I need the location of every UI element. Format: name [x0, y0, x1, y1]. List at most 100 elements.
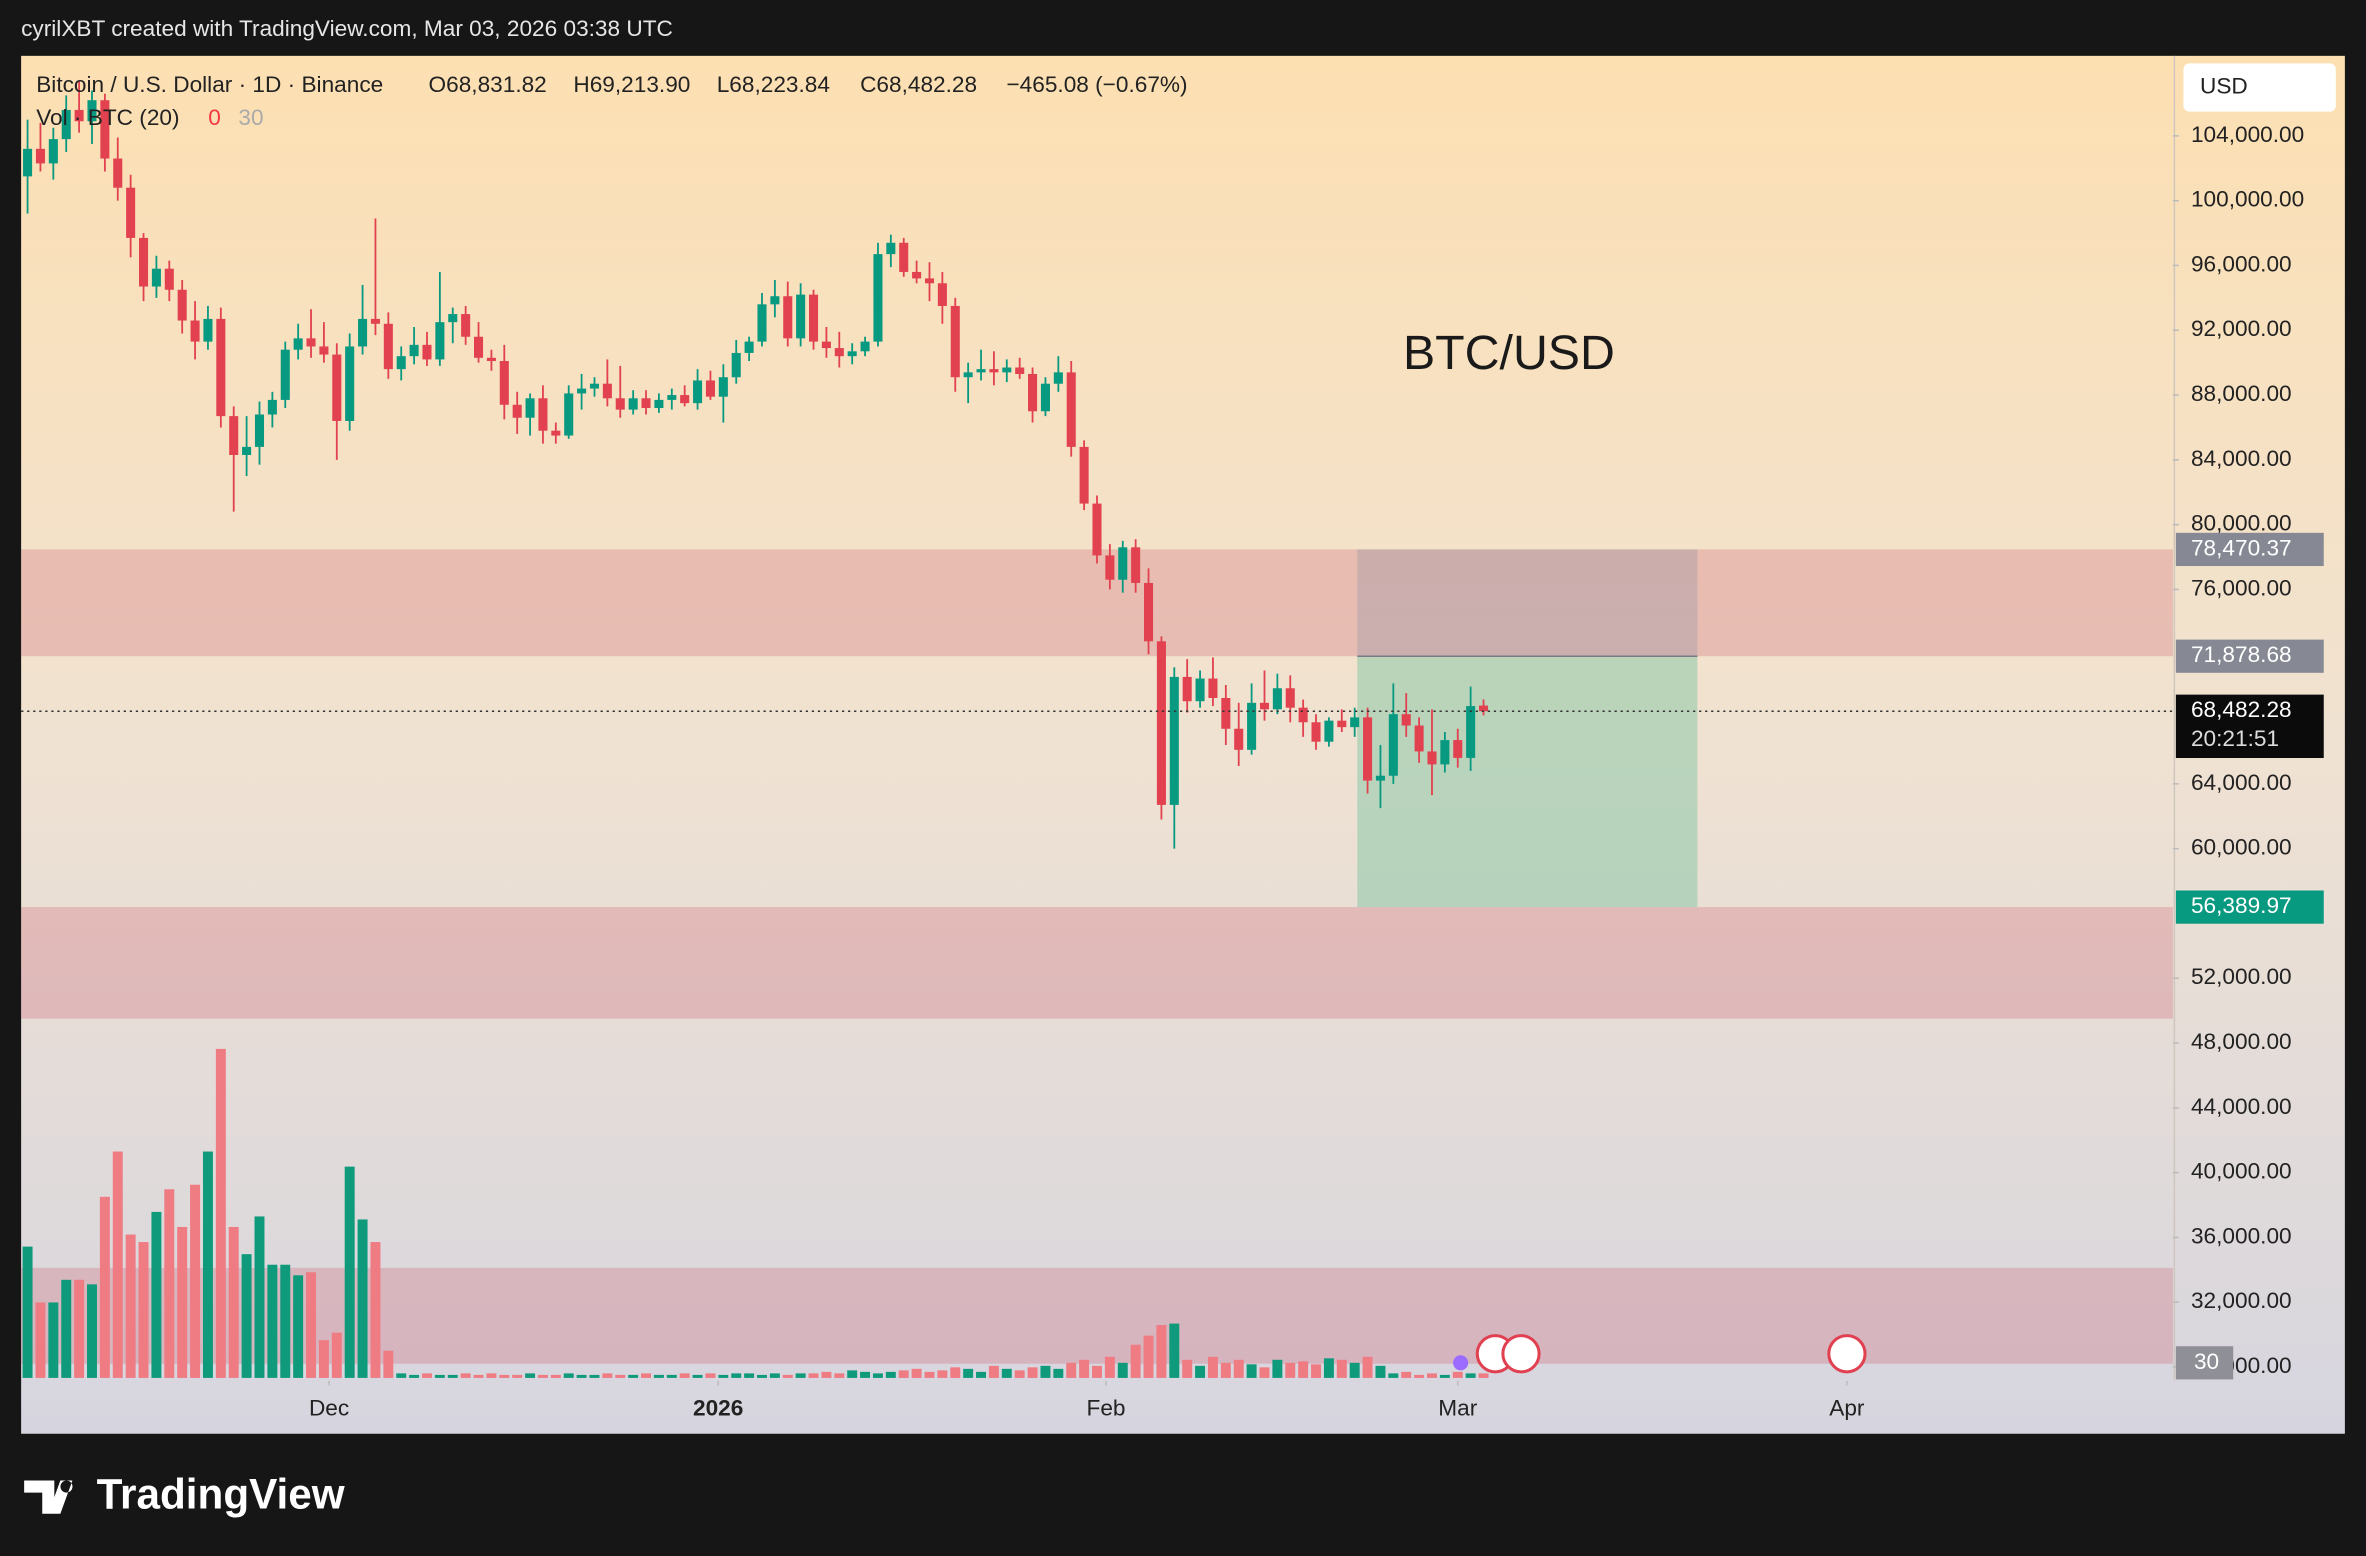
candle-body — [809, 294, 819, 342]
volume-bar — [383, 1350, 394, 1378]
candle-body — [757, 304, 767, 342]
ohlc-legend: O68,831.82 H69,213.90 L68,223.84 C68,482.28… — [429, 72, 1188, 97]
chart-background — [21, 55, 2345, 1434]
candle-body — [1311, 722, 1321, 742]
event-star — [1453, 1355, 1469, 1371]
candle-body — [216, 318, 226, 417]
event-markers — [1453, 1334, 1867, 1374]
candle-body — [409, 344, 419, 357]
volume-bar — [460, 1373, 471, 1378]
y-tick-label: 44,000.00 — [2191, 1094, 2292, 1119]
volume-bar — [1130, 1344, 1141, 1378]
candle-body — [1131, 547, 1141, 583]
volume-bar — [757, 1374, 767, 1378]
y-tick-label: 60,000.00 — [2191, 835, 2292, 860]
candle-body — [1092, 503, 1102, 556]
volume-bar — [834, 1373, 845, 1378]
volume-bar — [422, 1373, 432, 1378]
volume-bar — [1053, 1368, 1064, 1378]
y-tick-label: 52,000.00 — [2191, 964, 2292, 989]
candle-body — [190, 320, 200, 342]
candle-body — [731, 352, 741, 378]
volume-bar — [241, 1254, 252, 1378]
candle-body — [1002, 367, 1012, 373]
logo-text: TradingView — [97, 1470, 345, 1517]
candle-body — [242, 446, 252, 455]
candle-body — [744, 341, 754, 353]
volume-bar — [911, 1368, 922, 1378]
candle-body — [486, 357, 496, 362]
candle-body — [564, 393, 574, 436]
candle-body — [203, 318, 213, 342]
volume-bar — [731, 1373, 742, 1378]
price-badge — [2175, 532, 2324, 567]
volume-bar — [293, 1275, 304, 1378]
volume-bar — [924, 1371, 935, 1378]
price-badge-label: 56,389.97 — [2191, 893, 2292, 918]
candle-body — [345, 346, 355, 421]
candle-body — [1388, 714, 1398, 776]
candle-body — [396, 356, 406, 370]
candle-body — [1221, 697, 1231, 729]
volume-bar — [1156, 1325, 1167, 1378]
candle-body — [989, 369, 999, 373]
candle-body — [461, 314, 471, 337]
volume-bar — [1336, 1359, 1347, 1378]
volume-bar — [976, 1371, 987, 1378]
volume-bar — [692, 1374, 703, 1378]
candle-body — [1479, 705, 1489, 712]
volume-bar — [1092, 1365, 1102, 1378]
candle-body — [422, 344, 432, 360]
volume-bar — [112, 1151, 123, 1378]
candle-body — [1118, 547, 1128, 580]
candle-body — [1466, 706, 1476, 758]
candle-body — [976, 369, 986, 373]
volume-bar — [280, 1264, 291, 1378]
event-flag[interactable] — [1501, 1334, 1541, 1374]
volume-bar — [525, 1373, 536, 1378]
volume-bar — [447, 1374, 458, 1378]
candle-body — [680, 395, 690, 404]
volume-bar — [589, 1374, 600, 1378]
volume-bar — [344, 1166, 355, 1378]
candle-body — [1028, 373, 1038, 412]
volume-bar — [1169, 1323, 1180, 1378]
volume-bar — [151, 1211, 162, 1378]
candle-body — [1195, 678, 1205, 702]
volume-ma: 30 — [238, 105, 263, 130]
volume-bar — [1233, 1359, 1244, 1378]
candle-body — [1259, 702, 1270, 710]
volume-bar — [1452, 1371, 1463, 1378]
candle-body — [254, 414, 265, 447]
candle-body — [1427, 751, 1437, 765]
candle-body — [693, 380, 703, 404]
candle-body — [370, 318, 380, 324]
volume-bar — [318, 1340, 329, 1378]
volume-bar — [1323, 1358, 1334, 1378]
candle-body — [1040, 383, 1050, 412]
zone — [21, 907, 2173, 1019]
annotation: BTC/USD — [1403, 326, 1615, 380]
volume-bar — [138, 1242, 149, 1378]
volume-bar — [35, 1302, 46, 1378]
volume-bar — [898, 1370, 909, 1378]
currency-button[interactable] — [2183, 63, 2336, 112]
volume-legend: Vol · BTC (20) — [36, 105, 179, 130]
volume-bar — [512, 1374, 523, 1378]
position-risk — [1357, 549, 1698, 657]
y-tick-label: 76,000.00 — [2191, 575, 2292, 600]
plot: 104,000.00 100,000.00 96,000.00 92,000.00 88… — [21, 80, 2324, 1421]
candle-body — [280, 349, 290, 400]
event-flag[interactable] — [1827, 1334, 1867, 1374]
ohlc-legend-item: H69,213.90 — [573, 72, 690, 97]
candle-body — [435, 322, 445, 360]
volume-bar — [615, 1374, 626, 1378]
candle-body — [834, 348, 844, 357]
volume-bar — [1427, 1373, 1437, 1378]
zone — [21, 549, 2173, 657]
candle-body — [1156, 641, 1166, 805]
price-badge-label: 71,878.68 — [2191, 642, 2292, 667]
candle-body — [319, 346, 329, 355]
y-tick-label: 32,000.00 — [2191, 1288, 2292, 1313]
x-tick-label: Dec — [309, 1396, 349, 1421]
